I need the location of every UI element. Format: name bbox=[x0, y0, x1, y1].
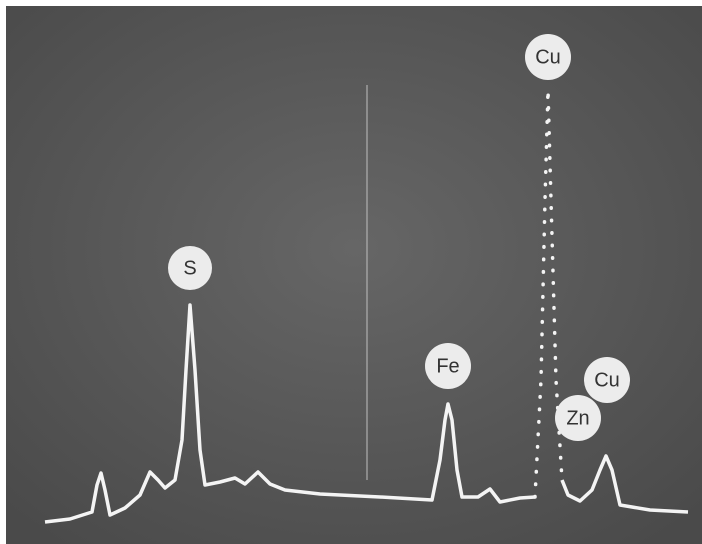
peak-label: Zn bbox=[555, 395, 601, 441]
peak-label: Cu bbox=[525, 34, 571, 80]
peak-label-text: S bbox=[183, 257, 196, 279]
spectrum-photo: S Cu Fe Cu Zn bbox=[0, 0, 702, 544]
screen bbox=[6, 6, 702, 544]
peak-label-text: Cu bbox=[535, 46, 561, 68]
peak-label: S bbox=[168, 246, 212, 290]
peak-label: Cu bbox=[584, 357, 630, 403]
peak-label-text: Zn bbox=[566, 407, 589, 429]
page: S Cu Fe Cu Zn (() => { const data = JSON… bbox=[0, 0, 702, 544]
peak-label-text: Fe bbox=[436, 355, 459, 377]
peak-label-text: Cu bbox=[594, 369, 620, 391]
peak-label: Fe bbox=[425, 343, 471, 389]
